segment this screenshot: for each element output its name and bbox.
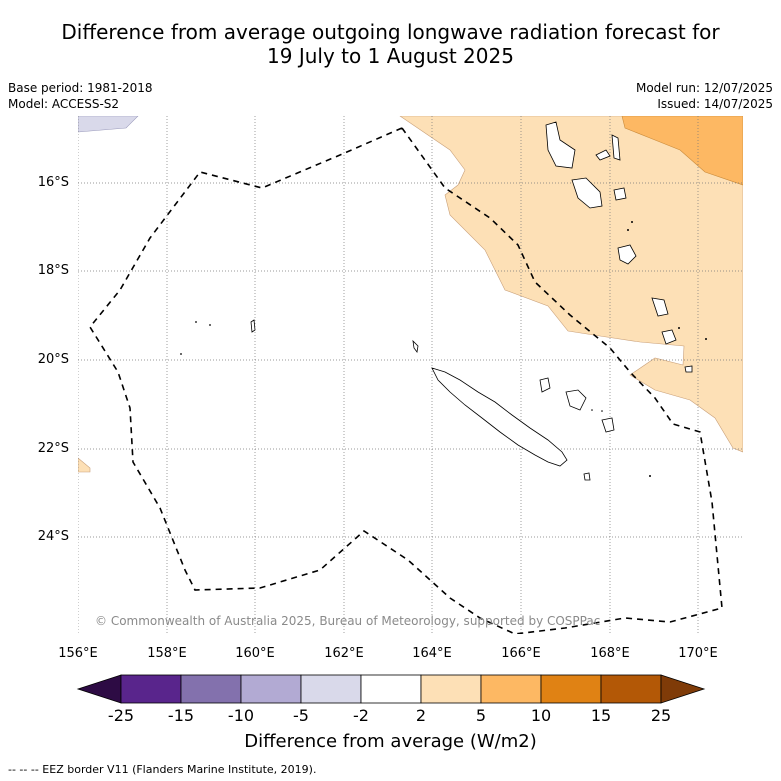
issued-date: Issued: 14/07/2025 — [657, 97, 773, 111]
colorbar-tick-1: -25 — [107, 706, 135, 725]
lon-label-158e: 158°E — [147, 646, 187, 661]
metadata-left: Base period: 1981-2018 Model: ACCESS-S2 — [8, 80, 153, 112]
colorbar-bin-6 — [420, 674, 482, 704]
anomaly-region-minus-5-to-minus-2 — [78, 116, 139, 133]
map-title-line-2: 19 July to 1 August 2025 — [267, 44, 514, 68]
lat-label-20s: 20°S — [37, 352, 69, 367]
map-title-line-1: Difference from average outgoing longwav… — [61, 20, 720, 44]
isle-of-pines — [583, 472, 591, 481]
lon-label-166e: 166°E — [501, 646, 541, 661]
lon-label-156e: 156°E — [58, 646, 98, 661]
matthew-island — [684, 365, 693, 373]
ambae-island — [595, 149, 611, 161]
new-caledonia-island — [431, 367, 568, 467]
erromango-island — [617, 244, 637, 265]
lon-label-164e: 164°E — [412, 646, 452, 661]
tanna-island — [651, 297, 669, 317]
lifou-island — [565, 389, 587, 411]
colorbar — [76, 674, 706, 704]
map-panel — [78, 116, 743, 634]
anomaly-region-5-to-10 — [621, 116, 743, 186]
eez-legend-footer: -- -- -- EEZ border V11 (Flanders Marine… — [8, 763, 317, 776]
copyright-notice: © Commonwealth of Australia 2025, Bureau… — [95, 614, 601, 628]
colorbar-tick-6: 2 — [415, 706, 427, 725]
coastlines — [250, 121, 693, 481]
lat-label-24s: 24°S — [37, 529, 69, 544]
lat-label-16s: 16°S — [37, 175, 69, 190]
chesterfield-reef — [250, 319, 256, 333]
colorbar-tick-4: -5 — [293, 706, 309, 725]
eez-border — [89, 127, 723, 634]
metadata-right: Model run: 12/07/2025 Issued: 14/07/2025 — [636, 80, 773, 112]
colorbar-bin-1 — [120, 674, 182, 704]
lat-label-22s: 22°S — [37, 441, 69, 456]
base-period: Base period: 1981-2018 — [8, 81, 153, 95]
espiritu-santo-island — [545, 121, 576, 169]
colorbar-bin-3 — [240, 674, 302, 704]
colorbar-title: Difference from average (W/m2) — [244, 731, 537, 752]
graticule — [78, 116, 743, 634]
colorbar-bin-8 — [540, 674, 602, 704]
aneityum-island — [661, 329, 677, 345]
ouvea-island — [539, 377, 551, 393]
belep-island — [412, 339, 419, 353]
colorbar-extend-low — [76, 674, 122, 704]
colorbar-extend-high — [660, 674, 706, 704]
colorbar-bin-4 — [300, 674, 362, 704]
lat-label-18s: 18°S — [37, 263, 69, 278]
efate-island — [613, 187, 627, 201]
colorbar-tick-9: 15 — [590, 706, 612, 725]
colorbar-bin-9 — [600, 674, 662, 704]
anomaly-region-2-to-5-west — [78, 457, 91, 473]
colorbar-tick-5: -2 — [353, 706, 369, 725]
colorbar-bin-7 — [480, 674, 542, 704]
colorbar-tick-7: 5 — [475, 706, 487, 725]
small-islets — [180, 221, 707, 477]
colorbar-tick-2: -15 — [167, 706, 195, 725]
lon-label-160e: 160°E — [235, 646, 275, 661]
model-run: Model run: 12/07/2025 — [635, 81, 773, 95]
lon-label-168e: 168°E — [590, 646, 630, 661]
maewo-island — [611, 134, 621, 161]
model-name: Model: ACCESS-S2 — [8, 97, 120, 111]
colorbar-tick-8: 10 — [530, 706, 552, 725]
lon-label-162e: 162°E — [324, 646, 364, 661]
colorbar-bin-2 — [180, 674, 242, 704]
colorbar-bin-5 — [360, 674, 422, 704]
mare-island — [601, 417, 615, 433]
lon-label-170e: 170°E — [678, 646, 718, 661]
colorbar-tick-10: 25 — [650, 706, 672, 725]
malekula-island — [571, 177, 603, 209]
colorbar-tick-3: -10 — [227, 706, 255, 725]
